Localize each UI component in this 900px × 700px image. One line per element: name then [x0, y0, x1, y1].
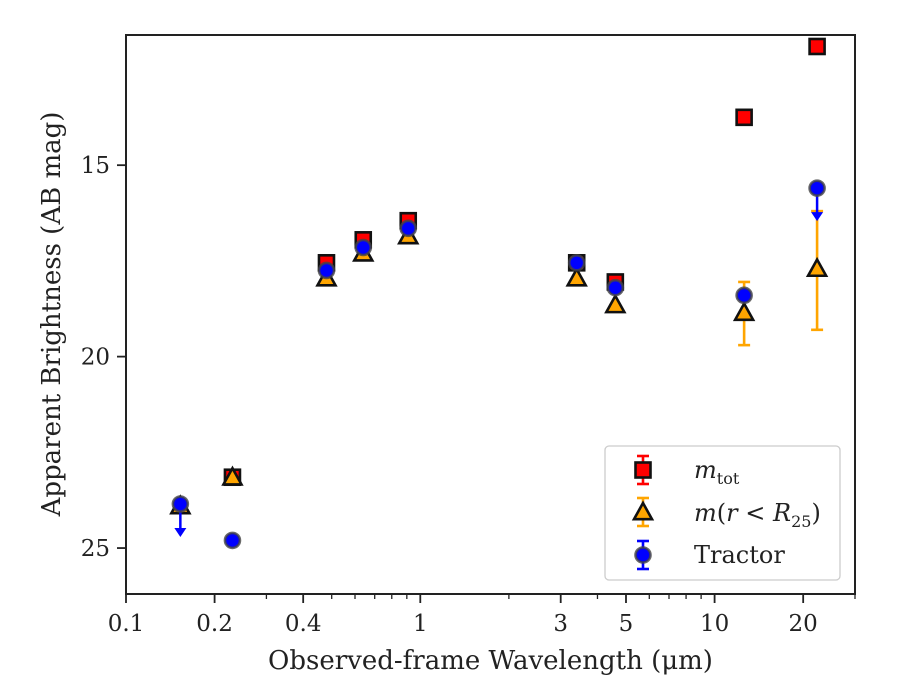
data-point [567, 254, 586, 272]
y-tick-label: 25 [81, 536, 110, 562]
x-tick-label: 10 [700, 611, 729, 637]
data-point [221, 465, 244, 486]
legend-marker [631, 500, 655, 521]
data-point [171, 495, 190, 513]
data-point [354, 238, 373, 257]
x-tick-label: 1 [413, 611, 428, 637]
data-point [604, 293, 627, 314]
legend-marker [634, 461, 652, 479]
data-point [805, 256, 829, 278]
data-point [732, 300, 756, 322]
data-point [808, 179, 826, 197]
data-point [735, 108, 753, 127]
data-point [223, 531, 242, 550]
legend: mtot m(r < R25) Tractor [604, 445, 841, 581]
upper-limit-arrow-head [174, 528, 187, 538]
y-axis: 15 20 25 [81, 153, 126, 562]
y-tick-label: 20 [81, 345, 110, 371]
x-tick-label: 0.2 [196, 611, 233, 637]
data-point [399, 219, 418, 238]
legend-label-tractor: Tractor [694, 541, 785, 569]
x-tick-label: 5 [619, 611, 634, 637]
x-tick-label: 0.4 [285, 611, 322, 637]
y-axis-label: Apparent Brightness (AB mag) [37, 112, 67, 518]
x-axis: 0.1 0.2 0.4 1 3 5 10 20 [108, 594, 856, 637]
x-axis-label: Observed-frame Wavelength (μm) [268, 646, 713, 676]
legend-label-mtot: mtot [694, 456, 740, 488]
series-2 [171, 179, 826, 550]
upper-limit-arrow-head [811, 212, 824, 222]
data-point [606, 278, 625, 297]
data-marks [169, 37, 829, 550]
series-0 [223, 37, 826, 487]
data-point [735, 286, 753, 305]
x-tick-label: 20 [789, 611, 818, 637]
x-tick-label: 0.1 [108, 611, 145, 637]
x-tick-label: 3 [553, 611, 568, 637]
data-point [317, 261, 336, 280]
plot-frame [125, 34, 856, 595]
data-point [808, 37, 826, 56]
legend-box [604, 445, 841, 581]
y-tick-label: 15 [81, 153, 110, 179]
legend-label-mr: m(r < R25) [694, 499, 821, 531]
legend-marker [634, 546, 652, 564]
data-point [565, 266, 588, 287]
